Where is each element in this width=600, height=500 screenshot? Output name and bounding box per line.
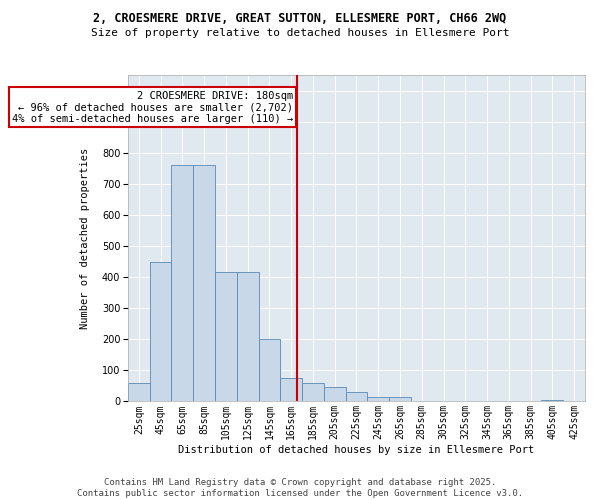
Bar (150, 262, 172, 402)
Bar (259, 339, 280, 402)
Bar (346, 392, 367, 402)
Text: 2, CROESMERE DRIVE, GREAT SUTTON, ELLESMERE PORT, CH66 2WQ: 2, CROESMERE DRIVE, GREAT SUTTON, ELLESM… (94, 12, 506, 26)
Text: Size of property relative to detached houses in Ellesmere Port: Size of property relative to detached ho… (91, 28, 509, 38)
Bar (215, 272, 237, 402)
Bar (302, 383, 324, 402)
Bar (541, 400, 563, 402)
Bar (128, 383, 150, 402)
Bar (280, 378, 302, 402)
Y-axis label: Number of detached properties: Number of detached properties (80, 148, 90, 329)
Bar (367, 397, 389, 402)
X-axis label: Distribution of detached houses by size in Ellesmere Port: Distribution of detached houses by size … (178, 445, 535, 455)
Text: 2 CROESMERE DRIVE: 180sqm
← 96% of detached houses are smaller (2,702)
4% of sem: 2 CROESMERE DRIVE: 180sqm ← 96% of detac… (12, 90, 293, 124)
Bar (324, 388, 346, 402)
Bar (172, 165, 193, 402)
Text: Contains HM Land Registry data © Crown copyright and database right 2025.
Contai: Contains HM Land Registry data © Crown c… (77, 478, 523, 498)
Bar (193, 165, 215, 402)
Bar (389, 397, 411, 402)
Bar (237, 272, 259, 402)
